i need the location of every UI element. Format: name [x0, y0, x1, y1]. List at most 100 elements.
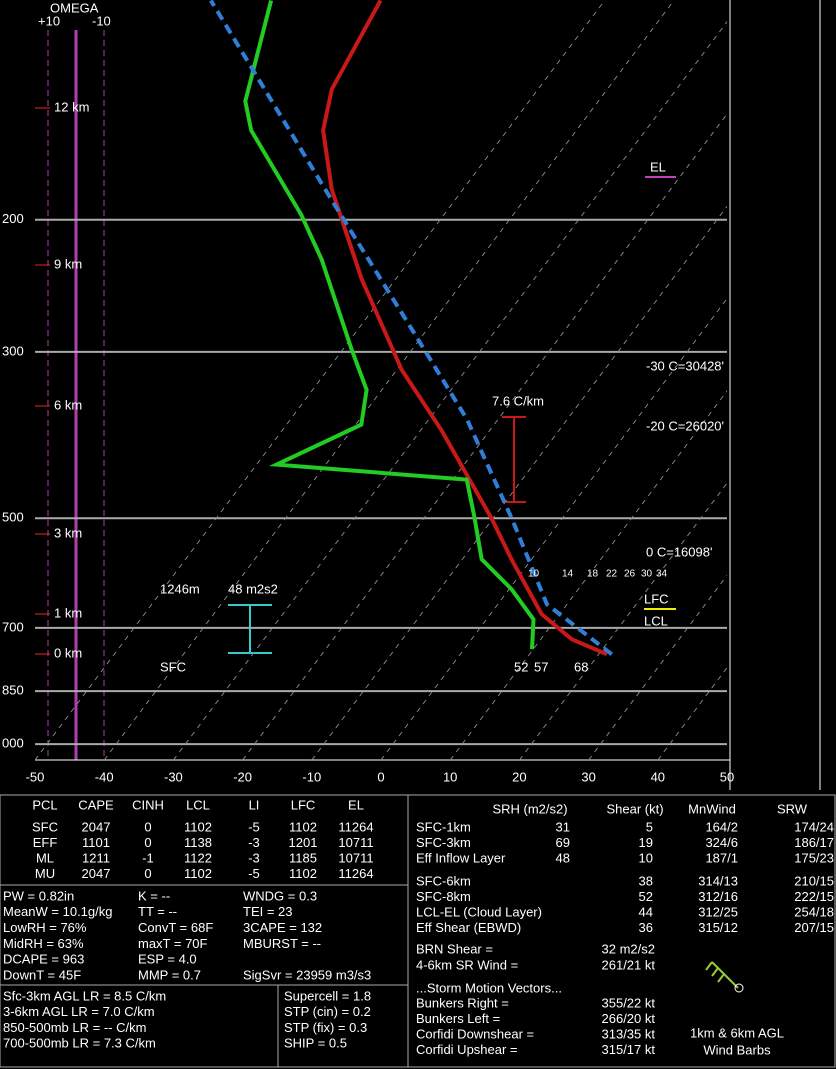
lapse-rate: 850-500mb LR = -- C/km [3, 1020, 146, 1035]
table-cell: 0 [144, 819, 151, 834]
annotation: 1246m [160, 581, 200, 596]
table-cell: SFC-1km [416, 819, 471, 834]
inflow-bracket [228, 604, 272, 654]
annotation: LFC [644, 591, 669, 606]
table-cell: 1101 [82, 835, 110, 850]
x-tick-label: 40 [651, 769, 665, 784]
annotation: 10 [528, 569, 540, 580]
storm-title: ...Storm Motion Vectors... [416, 980, 562, 995]
table-cell: SFC-3km [416, 835, 471, 850]
annotation: 14 [562, 569, 574, 580]
composite: STP (cin) = 0.2 [284, 1004, 371, 1019]
table-cell: 254/18 [794, 904, 834, 919]
index: DCAPE = 963 [3, 952, 84, 967]
table-cell: 44 [639, 904, 653, 919]
table-cell: Eff Inflow Layer [416, 850, 506, 865]
table-cell: 312/16 [698, 889, 738, 904]
annotation: 68 [574, 659, 588, 674]
index: K = -- [138, 888, 170, 903]
table-cell: 175/23 [794, 850, 834, 865]
table-cell: 31 [556, 819, 570, 834]
storm-param: 32 m2/s2 [602, 941, 655, 956]
table-cell: Eff Shear (EBWD) [416, 920, 521, 935]
table-header: CINH [132, 797, 164, 812]
storm-motion: Bunkers Left = [416, 1011, 500, 1026]
annotation: 12 km [54, 99, 89, 114]
lapse-rate: 700-500mb LR = 7.3 C/km [3, 1036, 156, 1051]
composite: STP (fix) = 0.3 [284, 1020, 367, 1035]
annotation: OMEGA [50, 0, 99, 15]
table-cell: 1185 [289, 850, 317, 865]
y-tick-label: 500 [2, 510, 24, 525]
table-cell: 5 [646, 819, 653, 834]
table-header: SRH (m2/s2) [492, 801, 567, 816]
index: ESP = 4.0 [138, 952, 197, 967]
table-cell: 207/15 [794, 920, 834, 935]
table-cell: 222/15 [794, 889, 834, 904]
index: ConvT = 68F [138, 920, 213, 935]
y-tick-label: 300 [2, 343, 24, 358]
annotation: +10 [38, 13, 60, 28]
x-tick-label: -10 [302, 769, 321, 784]
table-header: PCL [32, 797, 57, 812]
x-tick-label: 30 [581, 769, 595, 784]
annotation: 57 [534, 659, 548, 674]
x-tick-label: -30 [164, 769, 183, 784]
profile-line [321, 0, 608, 657]
storm-motion: 355/22 kt [602, 995, 656, 1010]
table-cell: 187/1 [705, 850, 738, 865]
x-tick-label: -20 [233, 769, 252, 784]
composite: Supercell = 1.8 [284, 988, 371, 1003]
table-cell: 324/6 [705, 835, 738, 850]
storm-motion: 266/20 kt [602, 1011, 656, 1026]
table-cell: 174/24 [794, 819, 834, 834]
table-header: MnWind [688, 801, 736, 816]
index: TT = -- [138, 904, 177, 919]
table-cell: 1102 [289, 866, 317, 881]
index: 3CAPE = 132 [243, 920, 322, 935]
table-cell: 11264 [338, 866, 373, 881]
table-header: LCL [186, 797, 210, 812]
table-cell: 1102 [289, 819, 317, 834]
annotation: 3 km [54, 525, 82, 540]
table-cell: 10711 [338, 850, 373, 865]
annotation: 30 [641, 569, 653, 580]
table-cell: 48 [556, 850, 570, 865]
annotation: 26 [624, 569, 636, 580]
annotation: EL [650, 159, 666, 174]
annotation: 1 km [54, 605, 82, 620]
storm-motion: Corfidi Downshear = [416, 1026, 534, 1041]
x-tick-label: 0 [377, 769, 384, 784]
table-header: CAPE [78, 797, 114, 812]
annotation: 34 [656, 569, 668, 580]
index: TEI = 23 [243, 904, 293, 919]
index: MBURST = -- [243, 936, 321, 951]
composite: SHIP = 0.5 [284, 1036, 347, 1051]
table-header: LFC [291, 797, 316, 812]
x-tick-label: 20 [512, 769, 526, 784]
table-cell: -1 [142, 850, 154, 865]
annotation: 48 m2s2 [228, 581, 278, 596]
table-cell: SFC [32, 819, 58, 834]
y-tick-label: 850 [2, 683, 24, 698]
table-cell: 1102 [184, 819, 212, 834]
storm-motion: Bunkers Right = [416, 995, 509, 1010]
table-cell: 1201 [289, 835, 318, 850]
storm-param: 261/21 kt [602, 957, 656, 972]
x-tick-label: -50 [26, 769, 45, 784]
table-cell: 164/2 [705, 819, 738, 834]
table-header: LI [249, 797, 260, 812]
x-tick-label: 50 [720, 769, 734, 784]
table-header: SRW [777, 801, 808, 816]
barb-icon [734, 983, 744, 993]
table-cell: 1138 [184, 835, 212, 850]
table-header: EL [348, 797, 364, 812]
profile-line [243, 0, 536, 650]
plot-area [35, 0, 727, 760]
annotation: 52 [514, 659, 528, 674]
annotation: 6 km [54, 397, 82, 412]
table-cell: -3 [248, 835, 260, 850]
table-cell: SFC-8km [416, 889, 471, 904]
annotation: 0 km [54, 645, 82, 660]
